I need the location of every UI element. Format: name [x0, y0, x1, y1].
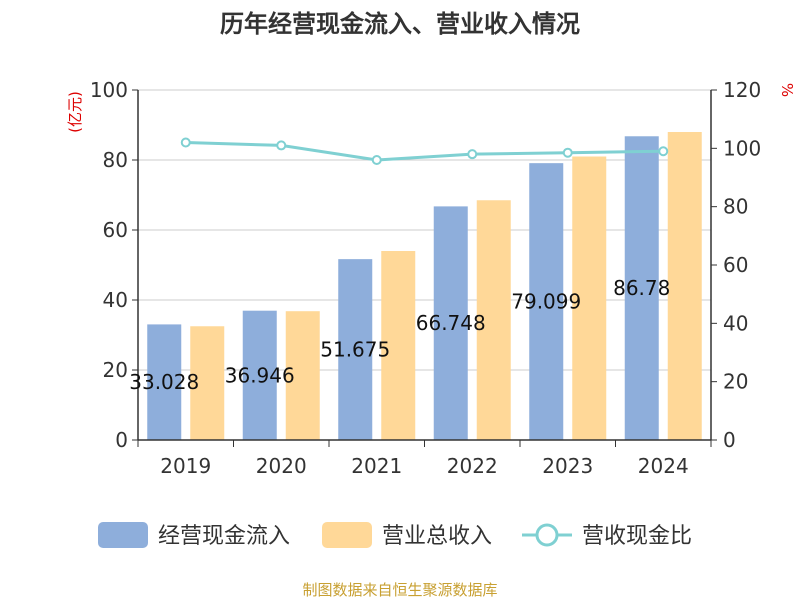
x-tick-label: 2021: [351, 454, 402, 478]
ratio-point: [562, 147, 573, 158]
bar-cash-inflow: [338, 259, 373, 440]
y-left-tick-label: 100: [90, 78, 128, 102]
y-right-tick-label: 40: [723, 311, 748, 335]
bar-revenue: [572, 156, 607, 440]
legend-label-ratio[interactable]: 营收现金比: [582, 524, 692, 549]
x-tick-label: 2024: [638, 454, 689, 478]
ratio-point: [276, 140, 287, 151]
ratio-point: [467, 149, 478, 160]
y-left-tick-label: 80: [103, 148, 128, 172]
chart-title: 历年经营现金流入、营业收入情况: [220, 10, 580, 38]
bar-revenue: [285, 311, 320, 440]
cash-inflow-value-label: 79.099: [511, 290, 581, 314]
bar-revenue: [667, 132, 702, 440]
y-right-tick-label: 100: [723, 136, 761, 160]
bar-revenue: [190, 326, 225, 440]
y-right-tick-label: 60: [723, 253, 748, 277]
source-note: 制图数据来自恒生聚源数据库: [302, 581, 498, 599]
bar-revenue: [381, 251, 416, 440]
ratio-point: [180, 137, 191, 148]
x-tick-label: 2020: [256, 454, 307, 478]
bar-cash-inflow: [624, 136, 659, 440]
ratio-point: [371, 155, 382, 165]
axes: 0 20 40 60 80 100 0 20 40 60 80 100 120 2019 2020 2021 2…: [66, 78, 796, 478]
cash-inflow-value-label: 33.028: [129, 370, 199, 394]
bar-cash-inflow: [242, 310, 277, 440]
ratio-line-path: [185, 141, 664, 162]
bar-cash-inflow: [529, 163, 564, 440]
bars: [147, 132, 702, 440]
y-left-tick-label: 20: [103, 358, 128, 382]
bar-cash-inflow: [433, 206, 468, 440]
x-tick-label: 2023: [542, 454, 593, 478]
x-tick-label: 2022: [447, 454, 498, 478]
cash-inflow-value-label: 36.946: [225, 363, 295, 387]
y-right-tick-label: 0: [723, 428, 736, 452]
y-left-tick-label: 0: [115, 428, 128, 452]
legend-swatch-ratio-marker: [535, 523, 559, 547]
y-right-tick-label: 80: [723, 195, 748, 219]
y-right-tick-label: 20: [723, 370, 748, 394]
y-left-tick-label: 40: [103, 288, 128, 312]
bar-cash-inflow: [147, 324, 182, 440]
y-right-unit: %: [778, 83, 796, 97]
y-left-tick-label: 60: [103, 218, 128, 242]
legend-swatch-revenue: [322, 522, 372, 548]
legend-label-cash-inflow[interactable]: 经营现金流入: [158, 524, 290, 549]
legend[interactable]: 经营现金流入 营业总收入 营收现金比: [98, 522, 692, 549]
cash-inflow-value-label: 51.675: [320, 338, 390, 362]
cash-inflow-value-label: 66.748: [416, 311, 486, 335]
y-left-unit: (亿元): [66, 91, 84, 133]
y-right-tick-label: 120: [723, 78, 761, 102]
cash-inflow-value-label: 86.78: [613, 276, 670, 300]
ratio-point: [658, 146, 669, 157]
ratio-line: [180, 137, 669, 165]
legend-label-revenue[interactable]: 营业总收入: [382, 524, 492, 549]
bar-revenue: [476, 200, 511, 440]
legend-swatch-cash-inflow: [98, 522, 148, 548]
data-labels: 33.028 36.946 51.675 66.748 79.099 86.78: [129, 276, 670, 394]
x-tick-label: 2019: [160, 454, 211, 478]
